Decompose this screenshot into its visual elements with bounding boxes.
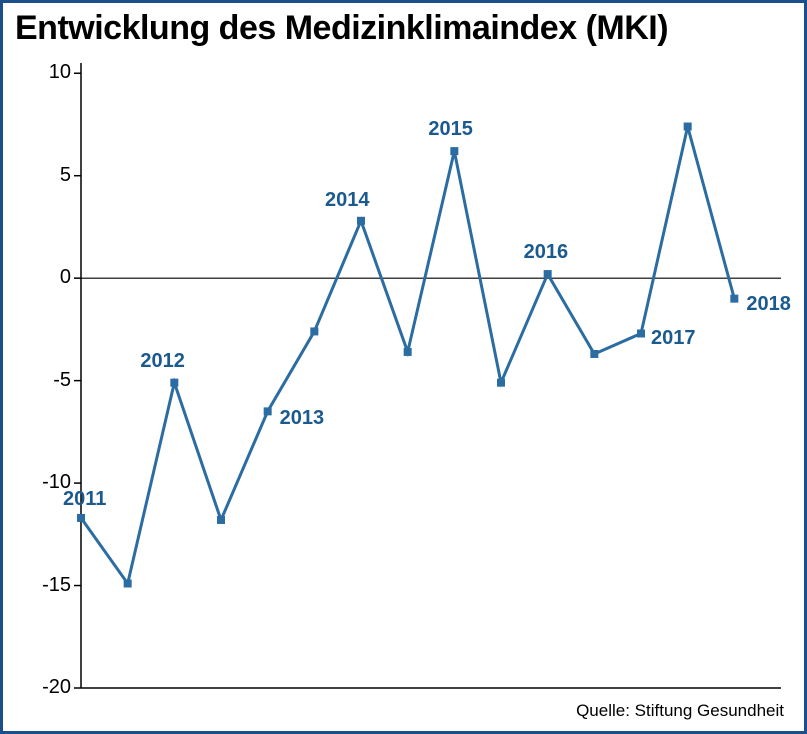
ytick-label: -20 xyxy=(11,676,71,699)
year-label: 2013 xyxy=(280,407,325,430)
ytick-label: -15 xyxy=(11,574,71,597)
year-label: 2018 xyxy=(746,293,791,316)
ytick-label: 5 xyxy=(11,164,71,187)
ytick-label: -5 xyxy=(11,369,71,392)
year-label: 2011 xyxy=(63,488,106,511)
year-label: 2017 xyxy=(651,327,696,350)
chart-svg xyxy=(3,63,807,703)
chart-title: Entwicklung des Medizinklimaindex (MKI) xyxy=(15,9,668,48)
source-label: Quelle: Stiftung Gesundheit xyxy=(576,701,784,721)
year-label: 2012 xyxy=(140,350,185,373)
year-label: 2016 xyxy=(524,241,569,264)
year-label: 2014 xyxy=(325,189,370,212)
ytick-label: 10 xyxy=(11,61,71,84)
ytick-label: 0 xyxy=(11,266,71,289)
chart-container: Entwicklung des Medizinklimaindex (MKI) … xyxy=(0,0,807,734)
chart-area: -20 -15 -10 -5 0 5 10 2011 2012 2013 2014 2015 2016… xyxy=(3,63,807,703)
year-label: 2015 xyxy=(428,118,473,141)
ytick-label: -10 xyxy=(11,471,71,494)
